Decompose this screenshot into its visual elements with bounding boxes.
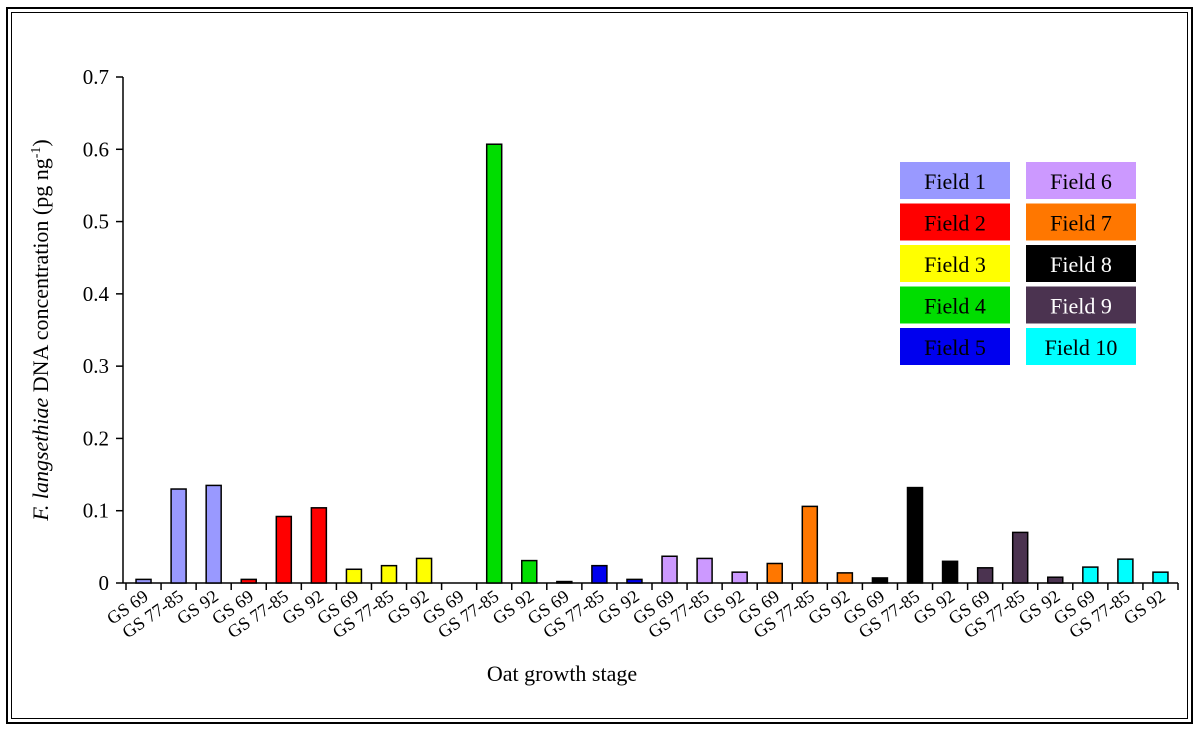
legend-swatch-field-3 bbox=[900, 245, 1010, 282]
bar-field-1-0 bbox=[135, 578, 152, 584]
bar-field-9-0 bbox=[976, 567, 994, 584]
bar-field-4-2 bbox=[521, 559, 538, 584]
bar-field-7-0 bbox=[766, 562, 783, 584]
y-tick-label: 0.7 bbox=[83, 65, 109, 89]
bar-field-8-0 bbox=[871, 577, 889, 584]
chart-frame-inner bbox=[11, 12, 1188, 719]
bar-field-8-2 bbox=[941, 560, 959, 584]
y-axis-title-superscript: -1 bbox=[29, 147, 44, 159]
legend-swatch-field-8 bbox=[1026, 245, 1136, 282]
legend-label-field-1: Field 1 bbox=[924, 169, 986, 194]
legend-swatch-field-4 bbox=[900, 286, 1010, 324]
y-tick-label: 0.4 bbox=[83, 282, 110, 306]
legend-swatch-field-1 bbox=[900, 162, 1010, 199]
legend-label-field-9: Field 9 bbox=[1050, 294, 1112, 319]
bar-field-10-1 bbox=[1117, 558, 1134, 584]
y-tick-label: 0.6 bbox=[83, 137, 109, 161]
y-tick-label: 0.3 bbox=[83, 354, 109, 378]
bar-field-6-1 bbox=[696, 557, 713, 584]
legend-swatch-field-9 bbox=[1026, 286, 1136, 324]
bar-field-2-0 bbox=[240, 578, 257, 584]
y-axis: 0 0.1 0.2 0.3 0.4 0.5 0.6 0.7 bbox=[83, 65, 124, 595]
legend-swatch-field-7 bbox=[1026, 203, 1136, 241]
legend: Field 1 Field 2 Field 3 Field 4 Field 5 Field… bbox=[900, 162, 1136, 365]
x-axis-title: Oat growth stage bbox=[487, 661, 637, 686]
legend-label-field-2: Field 2 bbox=[924, 211, 986, 236]
bar-field-3-1 bbox=[380, 564, 398, 584]
legend-swatch-field-6 bbox=[1026, 162, 1136, 199]
bar-field-5-1 bbox=[591, 564, 608, 584]
bar-field-7-2 bbox=[836, 572, 854, 584]
legend-label-field-4: Field 4 bbox=[924, 294, 986, 319]
legend-label-field-5: Field 5 bbox=[924, 335, 986, 360]
legend-label-field-3: Field 3 bbox=[924, 252, 986, 277]
bar-field-2-2 bbox=[310, 507, 328, 584]
legend-swatch-field-2 bbox=[900, 203, 1010, 241]
y-axis-title: F. langsethiae DNA concentration (pg ng-… bbox=[28, 139, 53, 522]
bar-field-1-2 bbox=[205, 484, 222, 584]
y-axis-title-italic: F. langsethiae bbox=[28, 398, 53, 522]
bars bbox=[135, 143, 1169, 584]
bar-field-6-0 bbox=[661, 555, 678, 584]
y-tick-label: 0 bbox=[99, 571, 110, 595]
bar-field-1-1 bbox=[170, 488, 187, 584]
bar-field-5-0 bbox=[556, 580, 573, 584]
legend-label-field-10: Field 10 bbox=[1045, 335, 1118, 360]
y-axis-title-close: ) bbox=[28, 139, 53, 146]
legend-swatch-field-5 bbox=[900, 328, 1010, 365]
bar-field-8-1 bbox=[906, 486, 924, 584]
bar-field-3-2 bbox=[415, 557, 433, 584]
legend-swatch-field-10 bbox=[1026, 328, 1136, 365]
bar-field-7-1 bbox=[801, 505, 819, 584]
y-tick-label: 0.2 bbox=[83, 426, 109, 450]
bar-field-5-2 bbox=[626, 578, 643, 584]
legend-label-field-8: Field 8 bbox=[1050, 252, 1112, 277]
y-axis-title-main: DNA concentration (pg ng bbox=[28, 158, 53, 398]
bar-field-6-2 bbox=[731, 571, 748, 584]
chart-frame bbox=[6, 7, 1193, 724]
bar-field-10-2 bbox=[1152, 571, 1169, 584]
bar-field-3-0 bbox=[345, 568, 363, 584]
bar-field-9-1 bbox=[1011, 531, 1029, 584]
bar-field-10-0 bbox=[1082, 566, 1099, 584]
legend-label-field-6: Field 6 bbox=[1050, 169, 1112, 194]
bar-field-4-1 bbox=[485, 143, 503, 584]
y-tick-label: 0.1 bbox=[83, 499, 109, 523]
x-tick-label: GS 92 bbox=[1120, 586, 1169, 628]
bar-field-9-2 bbox=[1047, 576, 1064, 584]
bar-field-2-1 bbox=[275, 515, 293, 584]
y-tick-label: 0.5 bbox=[83, 210, 109, 234]
legend-label-field-7: Field 7 bbox=[1050, 211, 1112, 236]
